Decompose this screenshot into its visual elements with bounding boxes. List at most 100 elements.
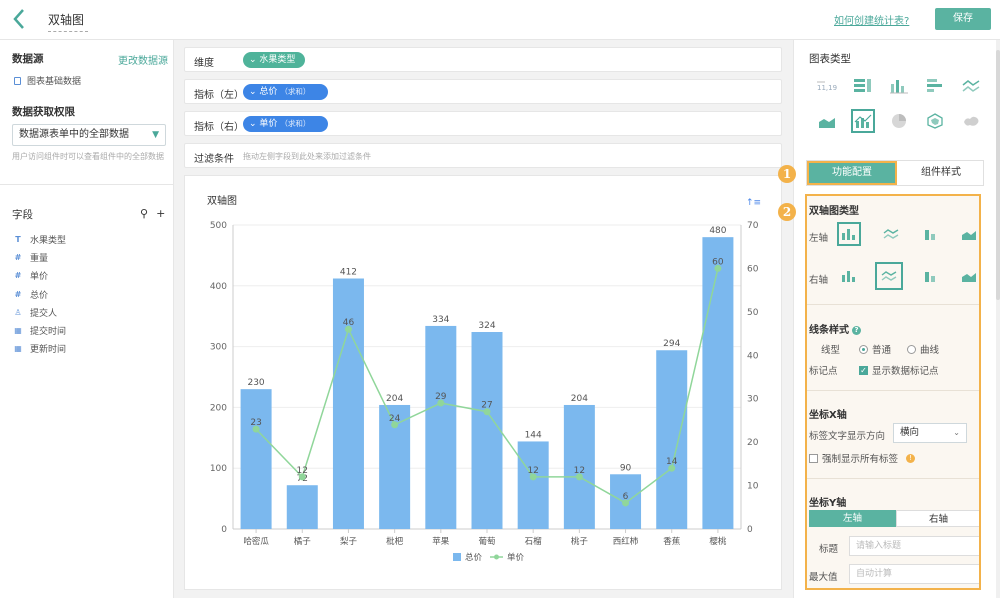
right-axis-line-option[interactable] — [875, 262, 903, 290]
ytitle-input[interactable]: 请输入标题 — [849, 536, 979, 556]
yaxis-title: 坐标Y轴 — [809, 498, 847, 509]
line-data-label: 14 — [666, 457, 678, 467]
radio-checked-icon — [859, 344, 868, 354]
field-item[interactable]: T 水果类型 — [14, 230, 66, 248]
metric-right-agg: （求和） — [280, 119, 311, 128]
sort-icon[interactable]: ↑≡ — [746, 198, 762, 208]
scrollbar[interactable] — [996, 40, 1000, 598]
metric-left-pill[interactable]: ⌄ 总价 （求和） — [243, 84, 329, 100]
field-item[interactable]: # 总价 — [14, 285, 66, 303]
y-left-tick-label: 400 — [210, 282, 227, 292]
field-item-label: 提交时间 — [30, 327, 67, 338]
save-button[interactable]: 保存 — [935, 8, 991, 30]
line-data-label: 23 — [250, 418, 261, 428]
info-icon[interactable]: ! — [906, 453, 916, 463]
dual-type-title: 双轴图类型 — [809, 206, 859, 217]
chart-type-map[interactable] — [959, 109, 983, 133]
line-point — [575, 473, 583, 481]
add-icon[interactable]: + — [156, 207, 166, 220]
force-labels-checkbox[interactable]: 强制显示所有标签! — [809, 451, 916, 465]
right-axis-area-option[interactable] — [957, 264, 979, 288]
chart-type-table[interactable] — [851, 74, 875, 98]
y-right-tick-label: 60 — [747, 264, 759, 274]
change-datasource-link[interactable]: 更改数据源 — [118, 56, 168, 67]
checkbox-checked-icon: ✓ — [859, 365, 868, 375]
y-left-tick-label: 100 — [210, 464, 227, 474]
bar-data-label: 412 — [340, 268, 357, 278]
show-markers-checkbox[interactable]: ✓ 显示数据标记点 — [859, 363, 939, 377]
line-normal-radio[interactable]: 普通 — [859, 342, 891, 356]
left-axis-line-option[interactable] — [879, 222, 903, 246]
x-tick-label: 香蕉 — [663, 536, 681, 547]
force-labels-label: 强制显示所有标签 — [822, 454, 899, 465]
chart-type-pie[interactable] — [887, 109, 911, 133]
line-data-label: 27 — [481, 401, 492, 411]
field-item[interactable]: ▦ 提交时间 — [14, 321, 66, 339]
metric-right-pill[interactable]: ⌄ 单价 （求和） — [243, 116, 329, 132]
chart-type-column[interactable] — [887, 74, 911, 98]
chart-type-bar[interactable] — [923, 74, 947, 98]
label-direction-select[interactable]: 横向 ⌄ — [893, 423, 967, 443]
number-field-icon: # — [14, 252, 22, 262]
chart-type-grid: 11,197 — [815, 74, 983, 133]
field-item[interactable]: ▦ 更新时间 — [14, 340, 66, 358]
chart-type-dual-axis[interactable] — [851, 109, 875, 133]
calendar-field-icon: ▦ — [14, 344, 22, 354]
x-tick-label: 梨子 — [340, 536, 358, 547]
fields-title: 字段 — [12, 209, 33, 221]
field-tools: ⚲ + — [140, 207, 165, 220]
left-axis-stacked-option[interactable] — [919, 222, 943, 246]
scrollbar-thumb[interactable] — [996, 50, 1000, 300]
page-title[interactable]: 双轴图 — [48, 11, 88, 32]
divider — [0, 184, 174, 185]
bar-data-label: 324 — [478, 321, 495, 331]
filter-label: 过滤条件 — [194, 154, 234, 165]
chart-type-line[interactable] — [959, 74, 983, 98]
tab-component-style[interactable]: 组件样式 — [921, 167, 961, 178]
line-curve-radio[interactable]: 曲线 — [907, 342, 939, 356]
ymax-input[interactable]: 自动计算 — [849, 564, 979, 584]
help-link[interactable]: 如何创建统计表? — [834, 16, 910, 27]
left-axis-label: 左轴 — [809, 233, 829, 244]
field-item[interactable]: # 单价 — [14, 267, 66, 285]
back-arrow-icon[interactable] — [12, 8, 34, 30]
line-point — [344, 325, 352, 333]
left-axis-area-option[interactable] — [957, 222, 979, 246]
metric-left-row[interactable]: 指标（左） ⌄ 总价 （求和） — [184, 79, 782, 104]
number-field-icon: # — [14, 271, 22, 281]
yaxis-right-tab[interactable]: 右轴 — [896, 510, 979, 527]
line-data-label: 12 — [527, 466, 538, 476]
y-left-tick-label: 0 — [221, 525, 227, 535]
field-item-label: 总价 — [30, 290, 49, 301]
right-axis-column-option[interactable] — [837, 264, 861, 288]
metric-right-row[interactable]: 指标（右） ⌄ 单价 （求和） — [184, 111, 782, 136]
line-style-title: 线条样式? — [809, 321, 861, 336]
legend-line-label: 单价 — [507, 552, 525, 563]
radio-unchecked-icon — [907, 344, 916, 354]
yaxis-left-tab[interactable]: 左轴 — [809, 510, 896, 527]
chart-type-radar[interactable] — [923, 109, 947, 133]
search-icon[interactable]: ⚲ — [140, 207, 149, 220]
chart-type-number[interactable]: 11,197 — [815, 74, 839, 98]
tab-function-config[interactable]: 功能配置 — [807, 161, 897, 185]
x-tick-label: 樱桃 — [709, 536, 727, 547]
x-tick-label: 苹果 — [432, 536, 450, 547]
field-item[interactable]: ♙ 提交人 — [14, 303, 66, 321]
line-data-label: 60 — [712, 257, 724, 267]
filter-hint: 拖动左侧字段到此处来添加过滤条件 — [243, 152, 371, 161]
legend-bar-swatch — [453, 553, 461, 561]
right-axis-stacked-option[interactable] — [919, 264, 943, 288]
metric-left-pill-label: 总价 — [259, 87, 278, 97]
chart-type-title: 图表类型 — [809, 53, 851, 65]
filter-row[interactable]: 过滤条件 拖动左侧字段到此处来添加过滤条件 — [184, 143, 782, 168]
permission-select[interactable]: 数据源表单中的全部数据 ▼ — [12, 124, 166, 146]
datasource-item[interactable]: 图表基础数据 — [14, 74, 81, 87]
x-tick-label: 石榴 — [525, 536, 543, 547]
left-axis-column-option[interactable] — [837, 222, 861, 246]
dimension-pill[interactable]: ⌄ 水果类型 — [243, 52, 306, 68]
help-icon[interactable]: ? — [852, 326, 861, 335]
field-item-label: 重量 — [30, 253, 49, 264]
field-item[interactable]: # 重量 — [14, 248, 66, 266]
chart-type-area[interactable] — [815, 109, 839, 133]
dimension-row[interactable]: 维度 ⌄ 水果类型 — [184, 47, 782, 72]
